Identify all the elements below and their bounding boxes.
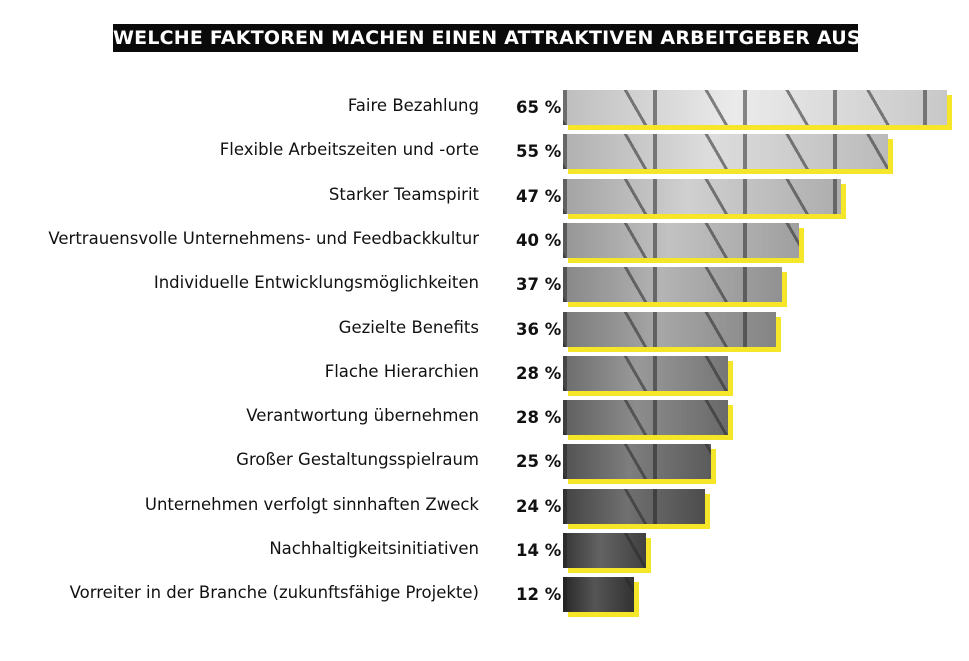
bar bbox=[563, 267, 782, 303]
category-label: Starker Teamspirit bbox=[328, 184, 479, 204]
bar bbox=[563, 178, 841, 214]
bar bbox=[563, 400, 729, 436]
value-label: 28 % bbox=[516, 408, 562, 428]
value-label: 47 % bbox=[516, 186, 562, 206]
category-label: Faire Bezahlung bbox=[347, 96, 479, 115]
value-label: 65 % bbox=[516, 98, 562, 117]
bar bbox=[563, 222, 800, 258]
category-label: Flexible Arbeitszeiten und -orte bbox=[219, 140, 479, 160]
bar bbox=[563, 355, 729, 391]
value-label: 36 % bbox=[516, 319, 562, 339]
category-label: Gezielte Benefits bbox=[338, 317, 479, 337]
value-label: 24 % bbox=[516, 496, 562, 516]
value-label: 14 % bbox=[516, 541, 562, 560]
value-label: 12 % bbox=[516, 585, 562, 605]
category-label: Unternehmen verfolgt sinnhaften Zweck bbox=[144, 494, 479, 514]
category-label: Verantwortung übernehmen bbox=[246, 406, 479, 426]
bar bbox=[563, 488, 705, 524]
category-label: Vorreiter in der Branche (zukunftsfähige… bbox=[69, 583, 479, 603]
bar bbox=[563, 90, 947, 125]
value-label: 28 % bbox=[516, 363, 562, 383]
category-label: Vertrauensvolle Unternehmens- und Feedba… bbox=[48, 228, 479, 248]
value-label: 25 % bbox=[516, 452, 562, 472]
category-label: Flache Hierarchien bbox=[324, 361, 479, 381]
chart-title: WELCHE FAKTOREN MACHEN EINEN ATTRAKTIVEN… bbox=[113, 24, 872, 52]
category-label: Nachhaltigkeitsinitiativen bbox=[269, 539, 479, 558]
category-label: Individuelle Entwicklungsmöglichkeiten bbox=[153, 273, 479, 293]
bar bbox=[563, 134, 888, 170]
category-label: Großer Gestaltungsspielraum bbox=[236, 450, 479, 470]
value-label: 40 % bbox=[516, 230, 562, 250]
value-label: 37 % bbox=[516, 275, 562, 295]
bar bbox=[563, 533, 646, 568]
value-label: 55 % bbox=[516, 142, 562, 162]
bar bbox=[563, 311, 776, 347]
bar bbox=[563, 444, 711, 480]
bar bbox=[563, 577, 634, 613]
